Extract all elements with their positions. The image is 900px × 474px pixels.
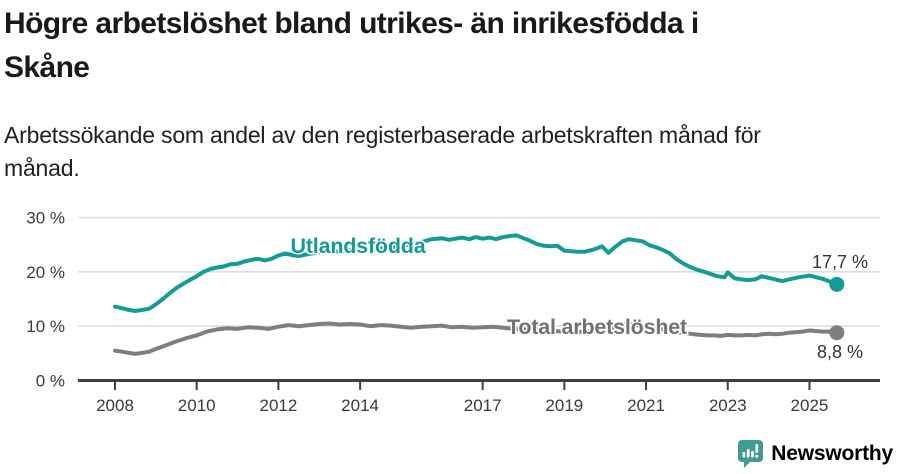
y-tick-label: 30 % [26,209,65,228]
logo-bar-2 [747,449,750,458]
chart-title-line2: Skåne [4,51,90,84]
x-tick-label: 2010 [178,396,216,415]
x-tick-label: 2023 [709,396,747,415]
series-label: Utlandsfödda [291,234,427,258]
series-line-utlandsfodda [113,233,839,313]
y-tick-label: 0 % [36,372,65,391]
end-value-label: 8,8 % [817,342,863,362]
chart-subtitle: Arbetssökande som andel av den registerb… [4,119,761,185]
x-tick-label: 2021 [627,396,665,415]
series-end-dot [829,276,845,292]
logo-bar-3 [751,451,755,458]
brand-wordmark: Newsworthy [771,442,893,465]
brand-footer: Newsworthy [737,439,893,469]
series-end-dot [829,325,845,341]
series-label: Total arbetslöshet [507,315,687,339]
logo-exclamation-dot [755,454,759,458]
speech-bubble-shape [738,440,764,468]
chart-subtitle-line2: månad. [4,155,80,181]
logo-exclamation-bar [755,444,759,453]
x-tick-label: 2025 [791,396,829,415]
end-value-label: 17,7 % [812,252,868,272]
series-line-total [113,321,839,356]
newsworthy-logo-icon [738,440,764,468]
chart-subtitle-line1: Arbetssökande som andel av den registerb… [4,122,761,148]
x-tick-label: 2012 [259,396,297,415]
x-tick-label: 2008 [96,396,134,415]
x-tick-label: 2017 [464,396,502,415]
chart-title: Högre arbetslöshet bland utrikes- än inr… [4,2,699,90]
y-tick-label: 10 % [26,317,65,336]
x-tick-label: 2019 [545,396,583,415]
chart-title-line1: Högre arbetslöshet bland utrikes- än inr… [4,7,699,40]
x-tick-label: 2014 [341,396,379,415]
logo-bar-1 [742,452,746,458]
y-tick-label: 20 % [26,263,65,282]
